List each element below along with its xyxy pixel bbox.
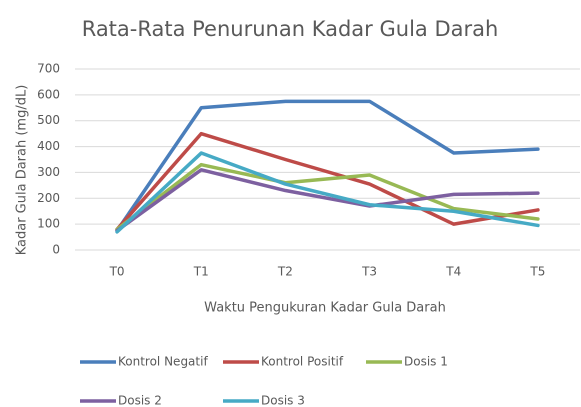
legend-label: Dosis 1 [404,355,448,369]
legend-label: Kontrol Negatif [118,355,208,369]
x-tick-label: T2 [277,265,293,279]
x-tick-label: T0 [109,265,125,279]
x-tick-label: T5 [529,265,545,279]
legend-label: Kontrol Positif [261,355,344,369]
x-axis-label: Waktu Pengukuran Kadar Gula Darah [204,301,446,316]
series-line [115,151,540,234]
x-tick-label: T1 [193,265,209,279]
y-tick-label: 0 [52,243,60,257]
y-tick-label: 300 [37,165,60,179]
y-tick-label: 500 [37,113,60,127]
y-tick-label: 400 [37,139,60,153]
y-tick-label: 200 [37,191,60,205]
legend-label: Dosis 3 [261,394,305,407]
x-tick-label: T4 [445,265,461,279]
series-line [115,162,540,232]
x-tick-label: T3 [361,265,377,279]
y-axis-label: Kadar Gula Darah (mg/dL) [15,85,30,256]
legend-label: Dosis 2 [118,394,162,407]
series-line [115,131,540,232]
y-tick-label: 600 [37,87,60,101]
y-tick-label: 100 [37,217,60,231]
y-tick-label: 700 [37,62,60,76]
series-line [115,99,540,233]
chart-title: Rata-Rata Penurunan Kadar Gula Darah [82,17,499,41]
series-line [115,168,540,233]
